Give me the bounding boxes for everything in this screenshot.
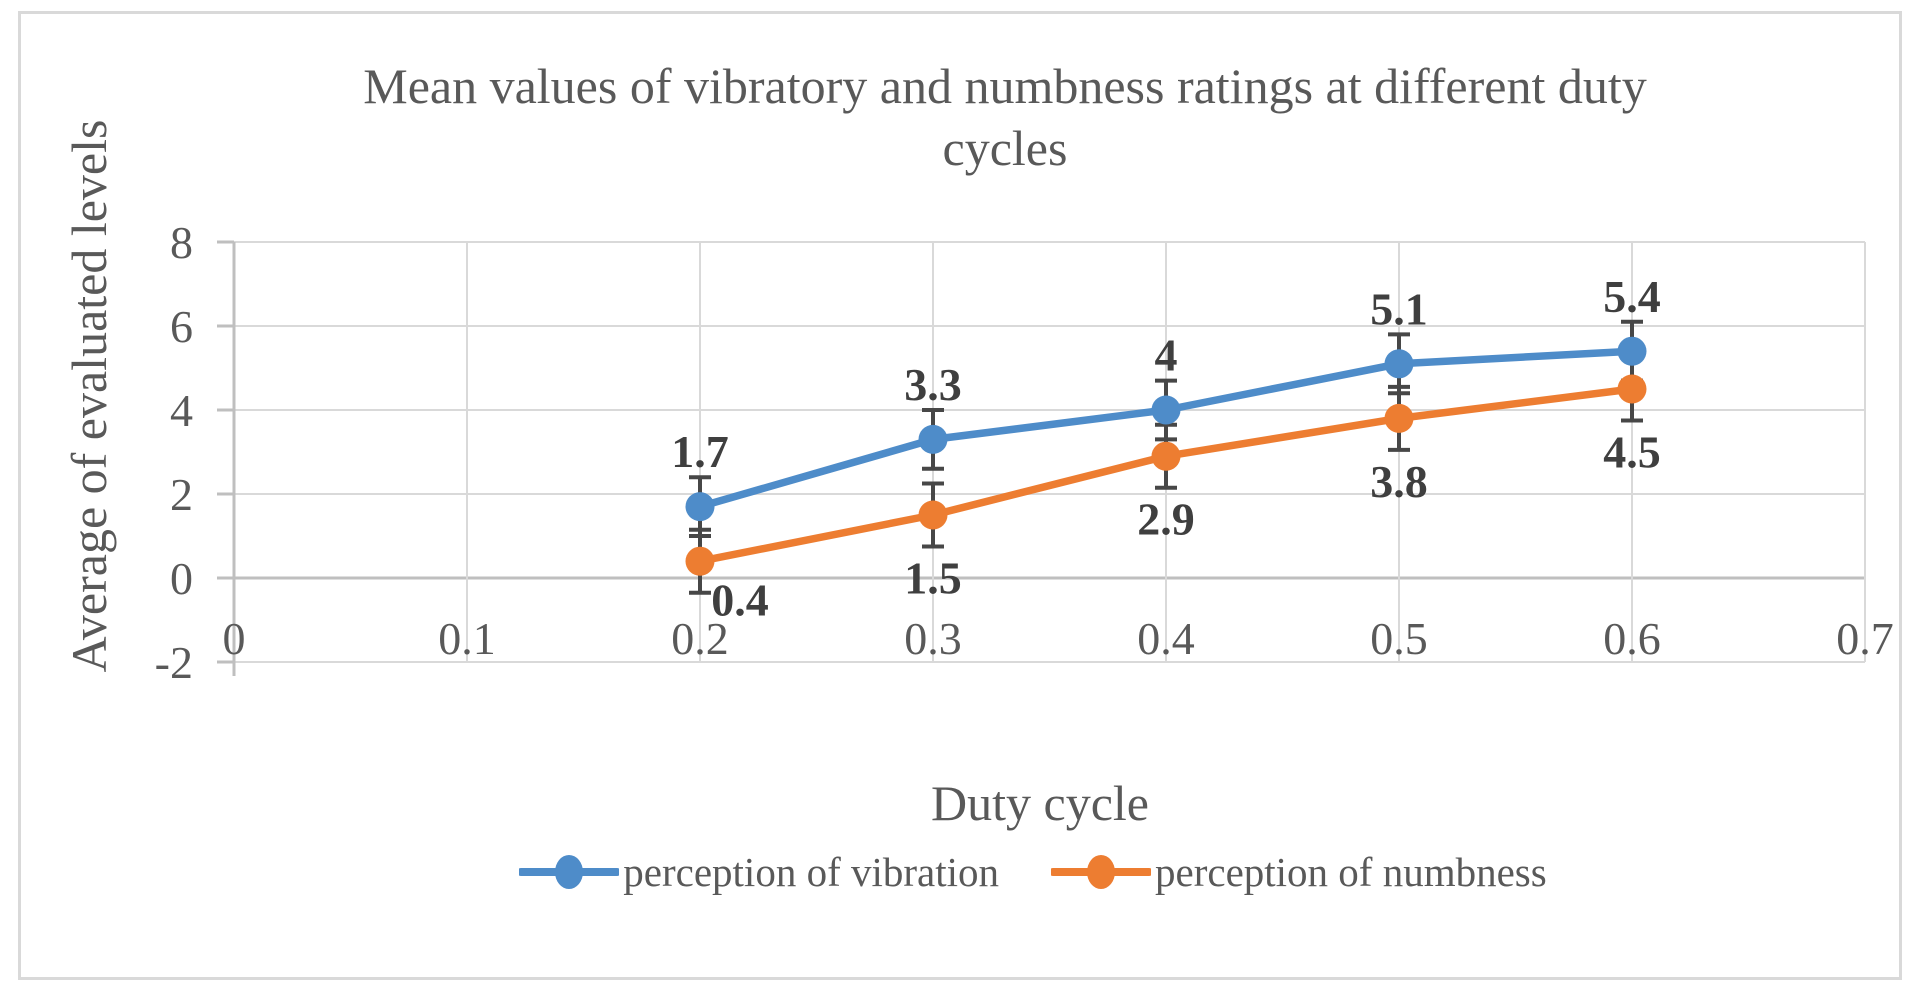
x-tick-label: 0.3 (904, 613, 962, 664)
legend: perception of vibration perception of nu… (70, 848, 1926, 896)
x-tick-label: 0.5 (1370, 613, 1428, 664)
data-point-marker (1617, 374, 1647, 404)
data-point-marker (1151, 395, 1181, 425)
chart-title-line-1: Mean values of vibratory and numbness ra… (363, 58, 1646, 114)
data-point-marker (1151, 441, 1181, 471)
data-point-marker (685, 492, 715, 522)
x-tick-label: 0 (223, 613, 246, 664)
data-label: 1.5 (904, 553, 962, 604)
data-point-marker (1384, 349, 1414, 379)
data-label: 5.1 (1370, 283, 1428, 334)
data-point-marker (1384, 403, 1414, 433)
data-label: 0.4 (711, 575, 769, 626)
x-tick-label: 0.1 (438, 613, 496, 664)
y-tick-label: 4 (170, 385, 193, 436)
data-label: 3.8 (1370, 456, 1428, 507)
data-label: 4.5 (1603, 427, 1661, 478)
x-tick-label: 0.6 (1603, 613, 1661, 664)
legend-marker-vibration-icon (519, 855, 620, 889)
x-tick-label: 0.2 (671, 613, 729, 664)
legend-label-vibration: perception of vibration (623, 849, 1000, 895)
data-point-marker (918, 500, 948, 530)
data-label: 2.9 (1137, 494, 1195, 545)
y-tick-label: 2 (170, 469, 193, 520)
x-tick-label: 0.7 (1836, 613, 1894, 664)
data-point-marker (685, 546, 715, 576)
x-tick-label: 0.4 (1137, 613, 1195, 664)
data-point-marker (1617, 336, 1647, 366)
y-tick-label: 6 (170, 301, 193, 352)
data-label: 3.3 (904, 359, 962, 410)
legend-dot-numbness (1087, 855, 1116, 889)
legend-dot-vibration (555, 855, 584, 889)
data-label: 1.7 (671, 426, 729, 477)
x-axis-title: Duty cycle (931, 775, 1149, 831)
data-point-marker (918, 424, 948, 454)
y-tick-label: 0 (170, 553, 193, 604)
y-tick-label: 8 (170, 217, 193, 268)
legend-marker-numbness-icon (1051, 855, 1152, 889)
y-tick-label: -2 (155, 637, 193, 688)
legend-label-numbness: perception of numbness (1155, 849, 1547, 895)
y-axis-title: Average of evaluated levels (61, 120, 117, 673)
data-label: 4 (1155, 330, 1178, 381)
chart-title-line-2: cycles (943, 120, 1068, 176)
data-label: 5.4 (1603, 271, 1661, 322)
legend-item-vibration: perception of vibration (519, 848, 999, 896)
legend-item-numbness: perception of numbness (1051, 848, 1547, 896)
